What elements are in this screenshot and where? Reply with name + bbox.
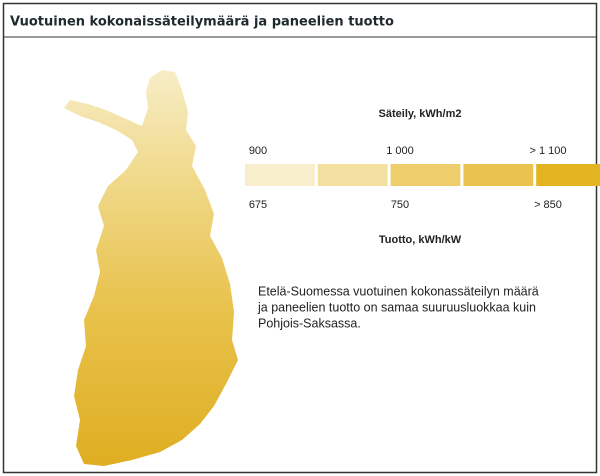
legend-swatch bbox=[463, 164, 534, 186]
note-line: Pohjois-Saksassa. bbox=[258, 316, 361, 330]
legend-swatch bbox=[245, 164, 315, 186]
legend-bottom-label: 750 bbox=[391, 199, 409, 211]
legend-top-label: 1 000 bbox=[386, 145, 414, 157]
legend-top-title: Säteily, kWh/m2 bbox=[379, 108, 462, 120]
legend-top-label: > 1 100 bbox=[529, 145, 566, 157]
title: Vuotuinen kokonaissäteilymäärä ja paneel… bbox=[10, 15, 394, 30]
note: Etelä-Suomessa vuotuinen kokonassäteilyn… bbox=[257, 284, 539, 330]
legend-top-label: 900 bbox=[249, 145, 267, 157]
finland-map bbox=[64, 70, 238, 466]
legend-bottom-label: > 850 bbox=[534, 199, 562, 211]
legend-bottom-title: Tuotto, kWh/kW bbox=[379, 234, 462, 246]
legend-bottom-label: 675 bbox=[249, 199, 267, 211]
legend-swatch bbox=[317, 164, 388, 186]
legend: Säteily, kWh/m2 Tuotto, kWh/kW 900 1 000 >… bbox=[245, 108, 600, 246]
legend-swatch bbox=[536, 164, 600, 186]
note-line: ja paneelien tuotto on samaa suuruusluok… bbox=[257, 300, 536, 314]
legend-swatch bbox=[390, 164, 461, 186]
note-line: Etelä-Suomessa vuotuinen kokonassäteilyn… bbox=[258, 284, 539, 298]
